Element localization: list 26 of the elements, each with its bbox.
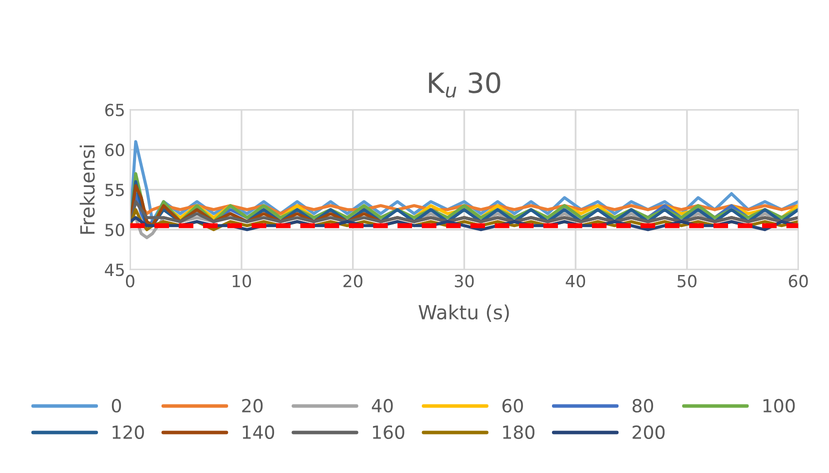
legend-label: 20 [242,398,263,413]
x-tick-label: 10 [232,274,252,288]
legend-label: 80 [632,398,654,413]
x-tick-label: 30 [454,274,474,288]
y-tick-label: 55 [105,184,124,196]
legend-label: 200 [632,425,665,440]
x-axis-title: Waktu (s) [418,304,509,322]
x-tick-label: 40 [566,274,586,288]
legend-label: 40 [372,398,393,413]
y-tick-label: 45 [104,264,124,276]
legend-label: 60 [502,398,523,413]
legend-label: 140 [242,425,274,440]
x-tick-label: 20 [343,274,362,288]
y-tick-label: 60 [105,144,124,156]
legend-label: 180 [503,425,534,440]
legend-label: 120 [112,425,144,440]
x-tick-label: 0 [126,274,134,288]
legend-label: 0 [112,398,121,413]
y-axis-title: Frekuensi [80,145,95,234]
x-tick-label: 60 [788,274,808,288]
x-tick-label: 50 [678,274,696,288]
legend-label: 100 [763,398,795,413]
y-tick-label: 65 [105,104,124,116]
y-tick-label: 50 [105,224,124,236]
legend-label: 160 [372,425,404,440]
chart-title: K$_{u}$ 30 [429,72,500,98]
